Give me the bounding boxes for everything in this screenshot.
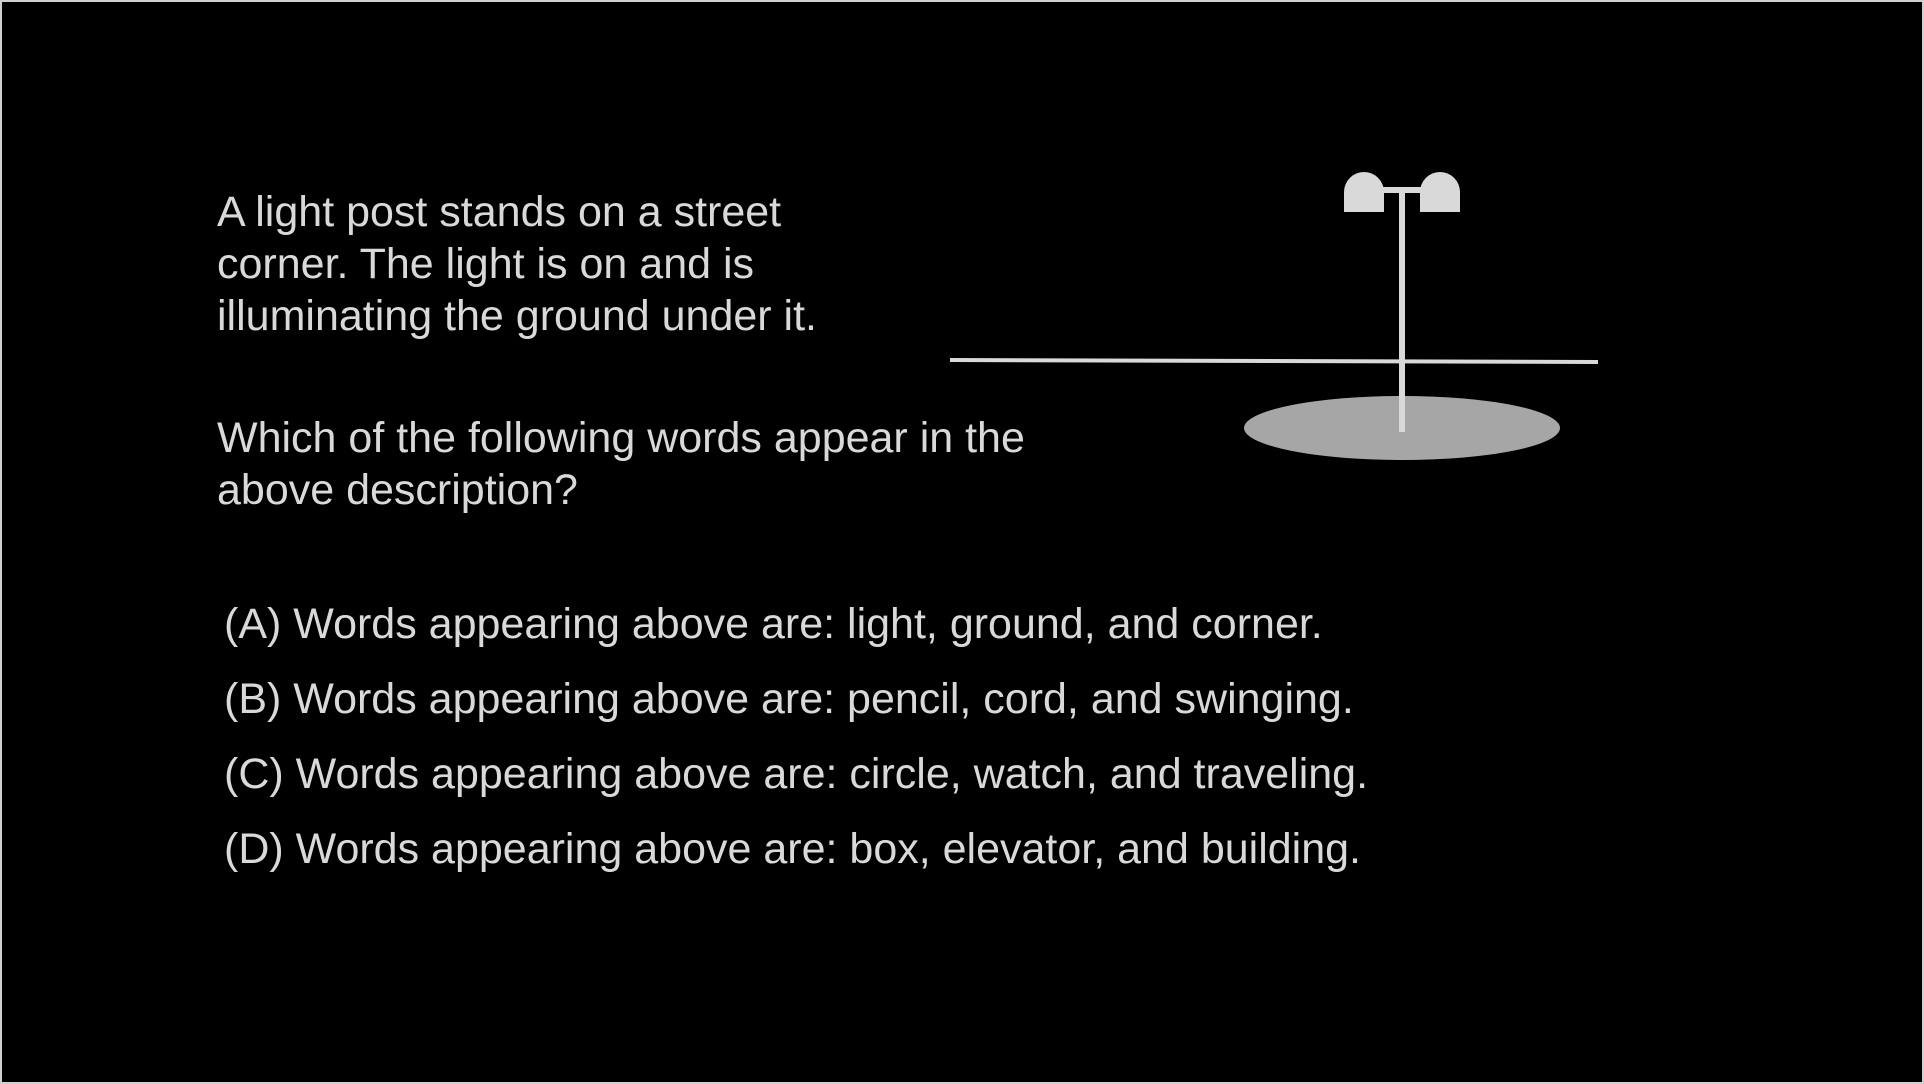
street-light-post-icon <box>949 172 1599 460</box>
answer-options: (A) Words appearing above are: light, gr… <box>224 598 1524 898</box>
option-a[interactable]: (A) Words appearing above are: light, gr… <box>224 600 1323 648</box>
option-d[interactable]: (D) Words appearing above are: box, elev… <box>224 825 1362 873</box>
option-c[interactable]: (C) Words appearing above are: circle, w… <box>224 750 1369 798</box>
right-lamp-head <box>1420 172 1460 212</box>
scene-description: A light post stands on a street corner. … <box>217 188 817 340</box>
left-lamp-head <box>1344 172 1384 212</box>
question-prompt: Which of the following words appear in t… <box>217 414 1025 514</box>
street-line <box>949 358 1599 364</box>
option-b[interactable]: (B) Words appearing above are: pencil, c… <box>224 675 1354 723</box>
